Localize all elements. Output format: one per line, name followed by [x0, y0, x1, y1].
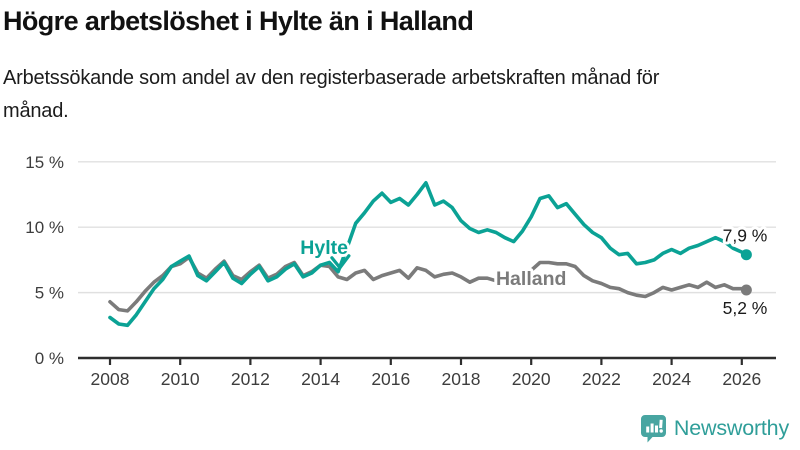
- x-tick-label-2014: 2014: [301, 369, 340, 389]
- chart-subtitle: Arbetssökande som andel av den registerb…: [3, 67, 660, 122]
- y-tick-label-5: 5 %: [35, 284, 64, 303]
- y-tick-label-0: 0 %: [35, 349, 64, 368]
- end-value-label-halland: 5,2 %: [723, 298, 768, 318]
- x-tick-label-2012: 2012: [231, 369, 270, 389]
- chart-area: 0 % 5 % 10 % 15 % 2008 2010 2012 2014 2016 2018 2…: [0, 140, 800, 408]
- x-axis: 2008 2010 2012 2014 2016 2018 2020 2022 2024 2026: [78, 356, 776, 389]
- y-axis-labels: 0 % 5 % 10 % 15 %: [25, 153, 64, 368]
- x-tick-label-2016: 2016: [371, 369, 410, 389]
- series-line-halland: [108, 255, 749, 313]
- brand-name: Newsworthy: [673, 416, 789, 440]
- series-label-halland: Halland: [496, 268, 566, 290]
- x-tick-label-2022: 2022: [582, 369, 621, 389]
- series-end-dot-halland: [740, 284, 752, 296]
- annotations: 5,2 % 7,9 % Hylte Halland: [297, 223, 770, 321]
- y-tick-label-10: 10 %: [25, 218, 64, 237]
- x-tick-label-2020: 2020: [512, 369, 551, 389]
- newsworthy-brand: Newsworthy: [640, 414, 789, 443]
- grid-lines: [78, 161, 776, 294]
- y-tick-label-15: 15 %: [25, 153, 64, 172]
- newsworthy-logo-icon: [640, 415, 666, 443]
- page-title: Högre arbetslöshet i Hylte än i Halland: [3, 6, 474, 36]
- x-tick-label-2008: 2008: [91, 369, 130, 389]
- end-value-label-hylte: 7,9 %: [723, 226, 768, 246]
- x-tick-label-2010: 2010: [161, 369, 200, 389]
- arrow-down-icon: [330, 254, 351, 270]
- x-tick-label-2018: 2018: [442, 369, 481, 389]
- series-line-hylte: [108, 180, 749, 328]
- x-tick-label-2026: 2026: [722, 369, 761, 389]
- series-label-hylte: Hylte: [300, 237, 348, 259]
- logo-bar-chart-glyph: [646, 419, 663, 433]
- unemployment-line-chart: 0 %5 %10 %15 % 2008 2010 2012 2014 2016 2018 2…: [25, 153, 776, 389]
- series-lines: [108, 180, 752, 328]
- series-end-dot-hylte: [740, 249, 752, 261]
- x-tick-label-2024: 2024: [652, 369, 691, 389]
